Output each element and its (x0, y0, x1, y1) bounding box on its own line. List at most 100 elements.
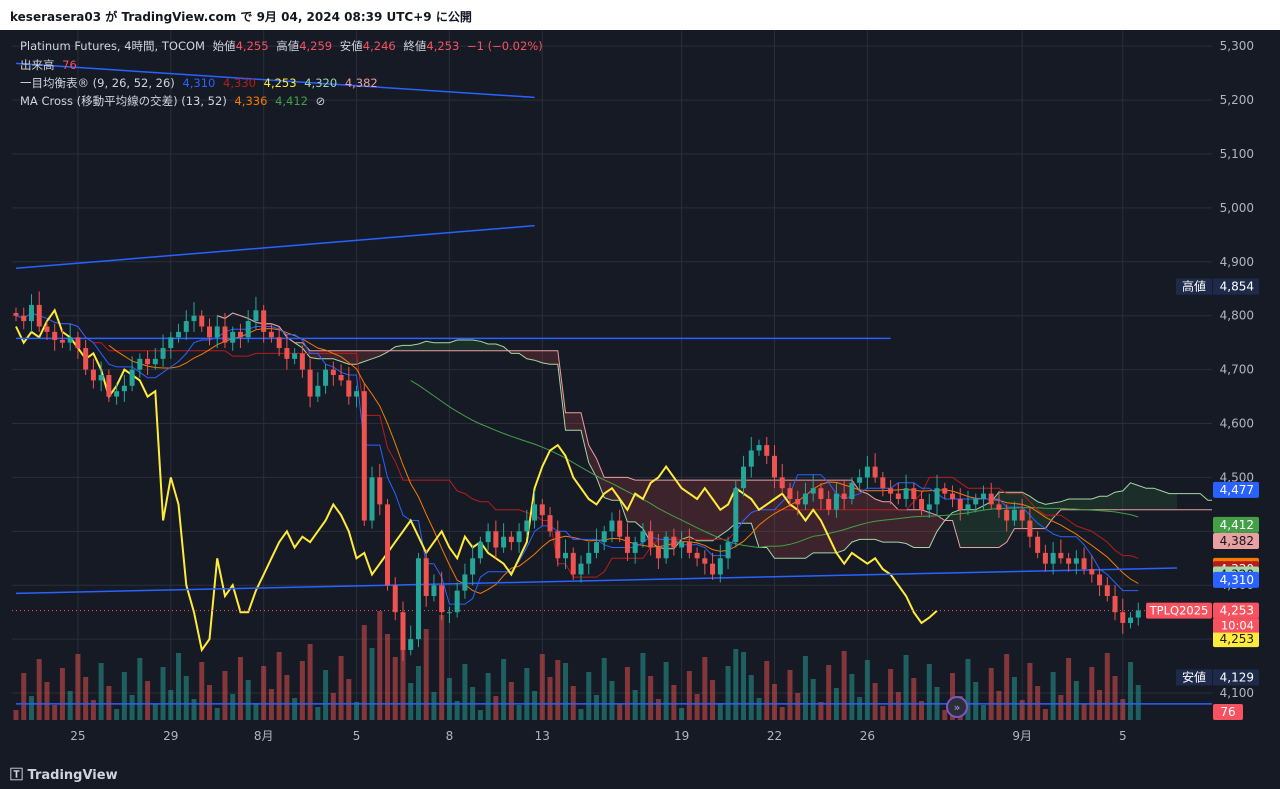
scroll-to-latest-icon[interactable] (946, 696, 968, 718)
cloud-segment (457, 339, 465, 351)
volume-bar (725, 666, 731, 720)
candle-body (717, 558, 723, 575)
candle-body (1104, 585, 1110, 597)
cloud-segment (356, 350, 365, 365)
time-tick-label: 29 (163, 729, 178, 743)
cloud-segment (689, 480, 698, 541)
candle-body (106, 375, 112, 397)
tradingview-logo[interactable]: 🅃 TradingView (10, 764, 118, 783)
price-tick-label: 5,100 (1220, 147, 1254, 161)
price-badge: 4,412 (1220, 518, 1254, 532)
footer: 🅃 TradingView (0, 756, 1280, 789)
candle-body (176, 331, 182, 338)
indicator-lines (15, 308, 1280, 653)
volume-bar (176, 653, 182, 720)
legend-hidden-icon[interactable]: ⊘ (315, 94, 326, 108)
volume-badge: 76 (1220, 705, 1235, 719)
candle-body (965, 504, 971, 510)
candle-body (1089, 569, 1095, 575)
candle-body (44, 326, 50, 332)
tv-logo-icon: 🅃 (10, 768, 28, 783)
legend-high-label: 高値 (276, 39, 300, 53)
ichimoku-cloud (217, 313, 1177, 559)
symbol-tag-bg (1146, 602, 1212, 619)
cloud-segment (426, 341, 434, 351)
candle-body (942, 488, 948, 494)
volume-bar (59, 668, 65, 720)
volume-bar (655, 699, 661, 720)
candle-body (988, 493, 994, 505)
candle-body (330, 369, 336, 375)
countdown-bg (1213, 618, 1259, 633)
volume-bar (1112, 676, 1118, 720)
legend-ichimoku-v1: 4,310 (182, 76, 216, 90)
volume-bar (253, 703, 259, 720)
time-tick-label: 8 (446, 729, 454, 743)
volume-bar (152, 704, 158, 720)
candle-body (911, 488, 917, 499)
volume-bar (106, 686, 112, 720)
cloud-segment (565, 412, 574, 431)
volume-bar (1097, 690, 1103, 720)
candle-body (849, 482, 855, 499)
cloud-segment (542, 350, 551, 365)
candle-body (570, 552, 576, 575)
volume-bar (826, 665, 832, 720)
candle-body (431, 585, 437, 597)
price-badge: 4,477 (1220, 483, 1254, 497)
volume-bar (516, 705, 522, 720)
chart-area[interactable]: 4,1004,2004,3004,4004,5004,6004,7004,800… (0, 30, 1280, 756)
candle-body (648, 531, 654, 548)
candle-body (369, 477, 375, 521)
volume-bar (230, 694, 236, 720)
cloud-segment (1099, 496, 1108, 510)
cloud-segment (581, 412, 589, 463)
legend-open: 4,255 (235, 39, 269, 53)
volume-bar (485, 673, 491, 720)
volume-bar (671, 685, 677, 720)
candle-body (485, 531, 491, 543)
cloud-segment (681, 480, 690, 540)
price-tick-label: 4,600 (1220, 417, 1254, 431)
price-badges: 4,4774,4124,3824,3364,3304,3204,3104,253… (946, 278, 1259, 720)
candle-body (346, 380, 352, 397)
price-chart[interactable]: 4,1004,2004,3004,4004,5004,6004,7004,800… (0, 30, 1280, 756)
candle-body (539, 504, 545, 516)
candle-body (578, 563, 584, 575)
legend-ma-cross[interactable]: MA Cross (移動平均線の交差) (13, 52) 4,336 4,412… (20, 93, 329, 109)
volume-bar (67, 691, 73, 720)
volume-bar (570, 686, 576, 720)
volume-bar (857, 697, 863, 720)
legend-ohlc[interactable]: Platinum Futures, 4時間, TOCOM 始値4,255 高値4… (20, 38, 547, 54)
candle-body (1004, 509, 1010, 521)
volume-bar (802, 656, 808, 720)
price-tick-label: 5,300 (1220, 39, 1254, 53)
candle-body (632, 542, 638, 553)
cloud-segment (472, 339, 481, 351)
price-badge-bg (1213, 481, 1259, 498)
candle-body (284, 348, 290, 359)
candle-body (299, 353, 305, 370)
time-tick-label: 22 (767, 729, 782, 743)
candle-body (516, 531, 522, 543)
volume-bar (83, 677, 89, 720)
volume-bar (965, 659, 971, 720)
volume-bar (292, 698, 298, 720)
time-axis[interactable]: 25 29 8月 5 8 13 19 22 26 9月 5 (70, 729, 1126, 743)
candle-body (230, 331, 236, 343)
legend-ichimoku[interactable]: 一目均衡表® (9, 26, 52, 26) 4,310 4,330 4,253… (20, 75, 382, 91)
cloud-segment (743, 480, 752, 524)
cloud-segment (1115, 490, 1123, 510)
legend-volume[interactable]: 出来高 76 (20, 57, 81, 73)
cloud-segment (441, 342, 450, 351)
cloud-segment (310, 350, 318, 359)
cloud-segment (449, 339, 458, 351)
cloud-segment (650, 480, 659, 548)
volume-bar (903, 655, 909, 720)
volume-bar (849, 674, 855, 720)
low-marker-value-bg (1213, 669, 1259, 686)
double-arrow-icon: » (954, 701, 961, 714)
price-badge: 4,253 (1220, 604, 1254, 618)
candle-body (880, 477, 886, 489)
cloud-segment (464, 339, 473, 351)
